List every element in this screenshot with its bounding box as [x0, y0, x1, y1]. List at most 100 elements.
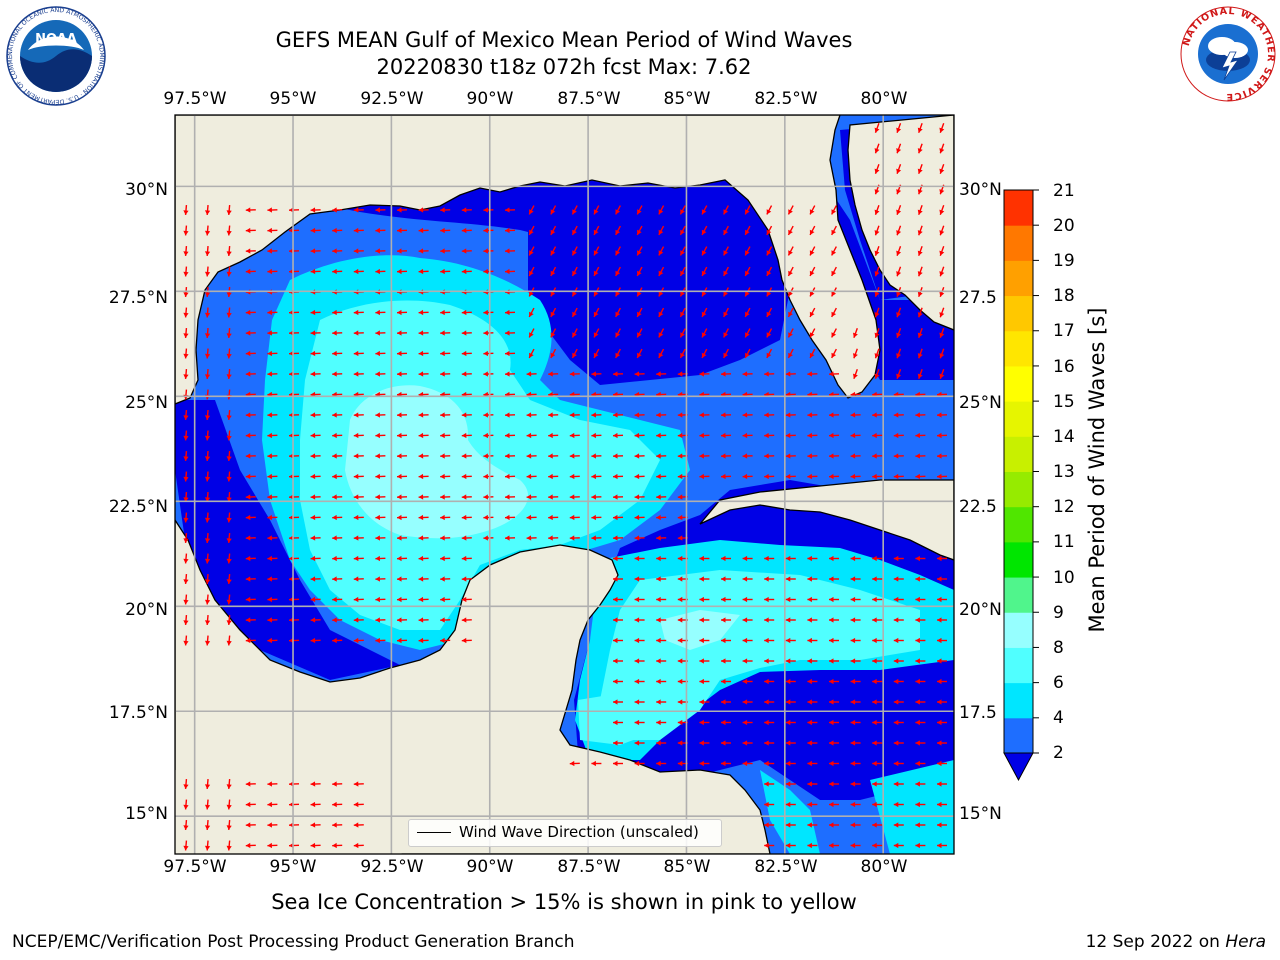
wind-wave-arrow — [183, 573, 189, 585]
wind-wave-arrow — [872, 842, 883, 849]
wind-wave-arrow — [504, 412, 516, 418]
wind-wave-arrow — [744, 246, 751, 256]
wind-wave-arrow — [483, 268, 494, 275]
wind-wave-arrow — [872, 453, 883, 459]
wind-wave-arrow — [504, 494, 516, 500]
footer-credit: NCEP/EMC/Verification Post Processing Pr… — [12, 932, 575, 952]
wind-wave-arrow — [591, 494, 602, 500]
wind-wave-arrow — [612, 514, 624, 521]
wind-wave-arrow — [204, 348, 211, 359]
wind-wave-arrow — [226, 368, 232, 380]
wind-wave-arrow — [571, 328, 578, 338]
wind-wave-arrow — [807, 637, 818, 644]
wind-wave-arrow — [332, 637, 343, 644]
wind-wave-arrow — [204, 512, 211, 523]
wind-wave-arrow — [850, 658, 861, 664]
wind-wave-arrow — [310, 842, 321, 849]
wind-wave-arrow — [915, 453, 926, 459]
colorbar-title: Mean Period of Wind Waves [s] — [1085, 307, 1109, 633]
wind-wave-arrow — [764, 842, 775, 849]
colorbar-band — [1004, 365, 1033, 402]
wind-wave-arrow — [310, 248, 321, 254]
wind-wave-arrow — [245, 453, 256, 459]
wind-wave-arrow — [461, 617, 472, 623]
wind-wave-arrow — [226, 532, 232, 544]
wind-wave-arrow — [375, 350, 386, 357]
wind-wave-arrow — [721, 596, 731, 603]
wind-wave-arrow — [245, 801, 256, 808]
wind-wave-arrow — [721, 719, 731, 726]
wind-wave-arrow — [937, 617, 947, 623]
wind-wave-arrow — [245, 514, 256, 521]
wind-wave-arrow — [809, 266, 816, 277]
wind-wave-arrow — [375, 432, 386, 439]
wind-wave-arrow — [872, 576, 883, 582]
wind-wave-arrow — [353, 432, 364, 439]
wind-wave-arrow — [332, 781, 343, 787]
wind-wave-arrow — [742, 412, 753, 418]
wind-wave-arrow — [699, 576, 710, 582]
wind-wave-arrow — [636, 246, 643, 256]
wind-wave-arrow — [896, 123, 902, 133]
wind-wave-arrow — [226, 245, 232, 257]
wind-wave-arrow — [418, 432, 429, 439]
wind-wave-arrow — [550, 328, 557, 338]
lat-tick-label: 27.5°N — [108, 288, 168, 308]
wind-wave-arrow — [483, 535, 494, 541]
wind-wave-arrow — [852, 369, 858, 379]
wind-wave-arrow — [634, 494, 645, 500]
lat-tick-label: 22.5°N — [108, 497, 168, 517]
wind-wave-arrow — [939, 143, 945, 154]
wind-wave-arrow — [634, 412, 645, 418]
wind-wave-arrow — [785, 801, 796, 808]
wind-wave-arrow — [656, 432, 667, 439]
wind-wave-arrow — [612, 453, 624, 459]
wind-wave-arrow — [353, 555, 364, 562]
wind-wave-arrow — [721, 740, 731, 746]
wind-wave-arrow — [483, 412, 494, 418]
wind-wave-arrow — [742, 637, 753, 644]
wind-wave-arrow — [809, 307, 816, 318]
wind-wave-arrow — [723, 246, 729, 256]
wind-wave-arrow — [764, 371, 775, 377]
wind-wave-arrow — [612, 432, 624, 439]
wind-wave-arrow — [310, 473, 321, 480]
wind-wave-arrow — [504, 350, 516, 357]
wind-wave-arrow — [785, 822, 796, 828]
wind-wave-arrow — [267, 227, 278, 234]
wind-wave-arrow — [939, 369, 945, 379]
wind-wave-arrow — [569, 494, 580, 500]
wind-wave-arrow — [615, 205, 621, 215]
wind-wave-arrow — [872, 740, 883, 746]
wind-wave-arrow — [634, 637, 645, 644]
wind-wave-arrow — [418, 371, 429, 377]
wind-wave-arrow — [267, 350, 278, 357]
wind-wave-arrow — [893, 678, 904, 685]
wind-wave-arrow — [440, 617, 451, 623]
wind-wave-arrow — [396, 596, 408, 603]
wind-wave-arrow — [528, 266, 535, 277]
wind-wave-arrow — [591, 371, 602, 377]
wind-wave-arrow — [742, 453, 753, 459]
wind-wave-arrow — [483, 207, 494, 213]
wind-wave-arrow — [634, 535, 645, 541]
wind-wave-arrow — [937, 678, 947, 685]
wind-wave-arrow — [874, 205, 880, 215]
wind-wave-arrow — [440, 494, 451, 500]
wind-wave-arrow — [548, 412, 559, 418]
wind-wave-arrow — [612, 535, 624, 541]
wind-wave-arrow — [656, 576, 667, 582]
wind-wave-arrow — [720, 432, 732, 439]
wind-wave-arrow — [375, 637, 386, 644]
wind-wave-arrow — [204, 573, 211, 585]
wind-wave-arrow — [226, 450, 232, 462]
wind-wave-arrow — [204, 266, 211, 277]
wind-wave-arrow — [915, 842, 926, 849]
wind-wave-arrow — [872, 555, 883, 562]
wind-wave-arrow — [656, 719, 667, 726]
wind-wave-arrow — [785, 781, 796, 787]
wind-wave-arrow — [787, 225, 794, 236]
wind-wave-arrow — [204, 840, 211, 851]
nws-logo: NATIONAL WEATHER SERVICE — [1180, 6, 1276, 102]
wind-wave-arrow — [936, 432, 948, 439]
